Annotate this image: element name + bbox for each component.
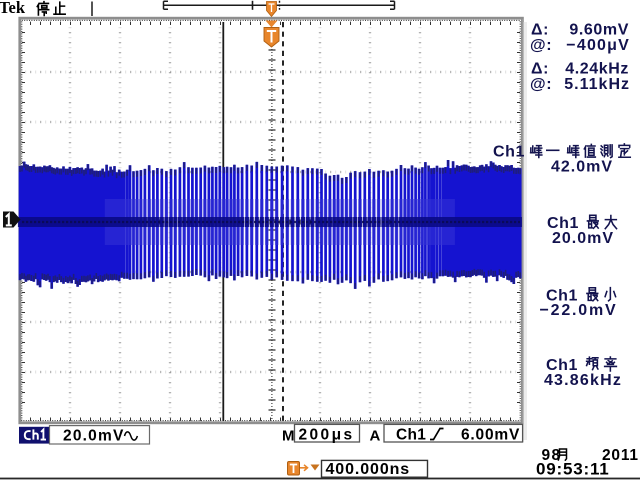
svg-text:4.24kHz: 4.24kHz [565,61,629,78]
svg-text:400.000ns: 400.000ns [326,461,411,478]
svg-text:200μs: 200μs [299,426,355,443]
svg-text:8: 8 [552,447,561,464]
svg-text:−22.0mV: −22.0mV [540,302,618,319]
svg-text:9.60mV: 9.60mV [569,22,629,39]
svg-text:Ch1: Ch1 [546,288,578,305]
svg-text:42.0mV: 42.0mV [551,159,613,176]
svg-text:@:: @: [530,37,552,54]
svg-text:20.0mV: 20.0mV [63,428,125,445]
svg-text:Ch1: Ch1 [396,426,426,443]
svg-text:Δ:: Δ: [531,61,549,78]
svg-text:A: A [370,428,381,445]
svg-text:9: 9 [542,447,551,464]
svg-text:5.11kHz: 5.11kHz [564,76,630,93]
svg-text:09:53:11: 09:53:11 [536,460,610,479]
svg-text:Ch1: Ch1 [546,357,578,374]
svg-text:Ch1: Ch1 [547,215,579,232]
svg-text:Tek: Tek [0,0,26,17]
svg-text:2011: 2011 [602,447,639,464]
svg-text:6.00mV: 6.00mV [461,426,520,443]
svg-text:M: M [282,428,295,445]
svg-text:−400μV: −400μV [566,37,630,54]
svg-text:Ch1: Ch1 [493,144,525,161]
svg-text:Δ:: Δ: [531,22,549,39]
svg-text:@:: @: [530,76,552,93]
svg-text:43.86kHz: 43.86kHz [544,372,622,389]
svg-text:20.0mV: 20.0mV [552,230,614,247]
